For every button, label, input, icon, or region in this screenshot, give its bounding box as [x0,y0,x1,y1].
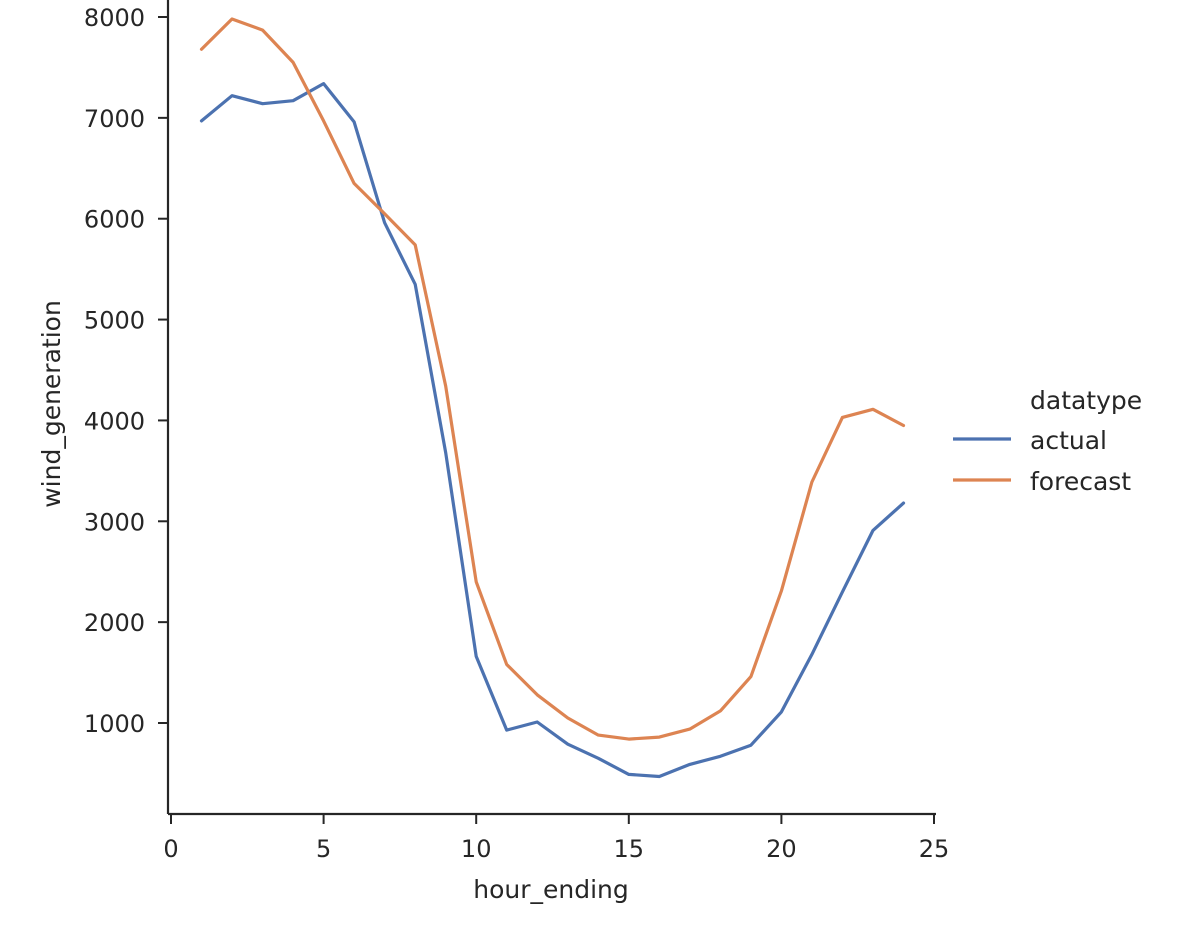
y-tick-label: 8000 [84,4,145,32]
y-tick-label: 4000 [84,407,145,435]
axes [166,0,936,816]
x-tick-label: 10 [461,835,492,863]
x-tick-label: 5 [316,835,331,863]
y-tick-label: 7000 [84,105,145,133]
y-axis-label: wind_generation [37,300,66,508]
x-tick-label: 15 [614,835,645,863]
legend: datatype actual forecast [953,386,1142,496]
legend-label-forecast: forecast [1030,467,1131,496]
legend-label-actual: actual [1030,426,1107,455]
y-tick-label: 1000 [84,710,145,738]
series-line-forecast [199,17,906,741]
y-tick-label: 6000 [84,206,145,234]
series-lines [199,17,906,779]
y-tick-label: 3000 [84,508,145,536]
legend-title: datatype [1030,386,1142,415]
x-axis-label: hour_ending [473,875,629,904]
x-ticks: 0 5 10 15 20 25 [163,814,949,863]
y-tick-label: 5000 [84,307,145,335]
x-tick-label: 25 [919,835,950,863]
x-tick-label: 20 [766,835,797,863]
series-line-actual [199,81,906,779]
y-ticks: 1000 2000 3000 4000 5000 6000 7000 8000 [84,4,168,738]
y-tick-label: 2000 [84,609,145,637]
x-tick-label: 0 [163,835,178,863]
